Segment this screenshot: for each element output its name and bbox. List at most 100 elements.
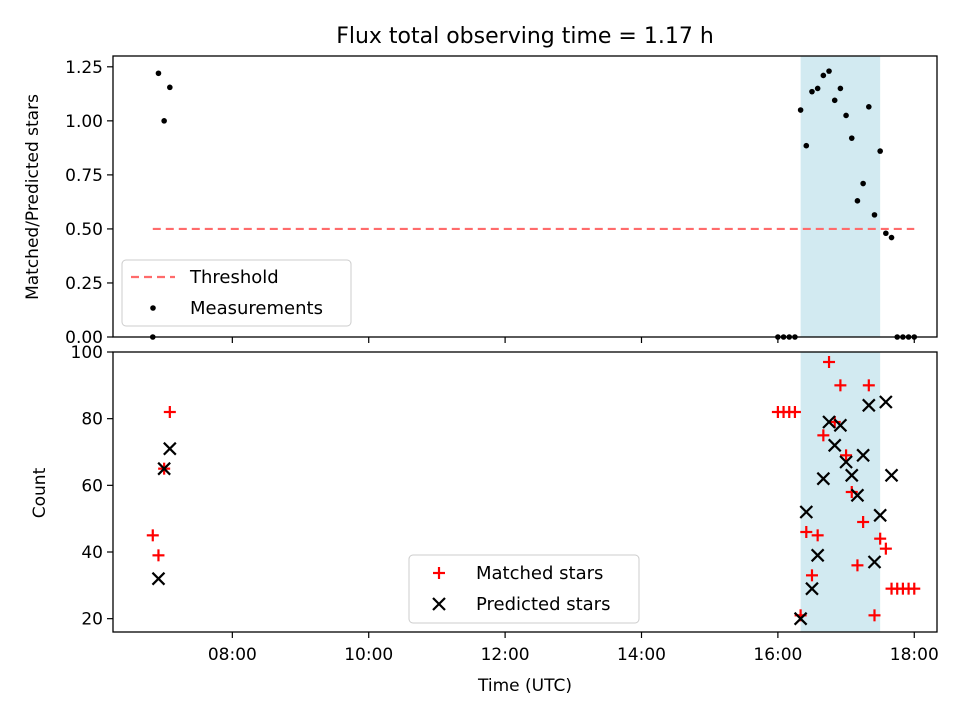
y-tick-label: 100 bbox=[71, 343, 103, 363]
matched-star-point bbox=[163, 406, 176, 418]
y-tick-label: 60 bbox=[81, 476, 103, 496]
x-axis-label: Time (UTC) bbox=[477, 676, 572, 696]
count-y-ticks: 20 40 60 80 100 bbox=[71, 343, 113, 630]
predicted-star-point bbox=[163, 441, 177, 456]
predicted-star-point bbox=[862, 398, 876, 413]
observing-window-band bbox=[800, 56, 881, 337]
threshold-legend-label: Threshold bbox=[189, 267, 279, 288]
matched-star-point bbox=[857, 516, 870, 528]
measurement-point bbox=[809, 88, 815, 95]
measurement-point bbox=[883, 230, 889, 237]
measurement-point bbox=[866, 103, 872, 110]
x-tick-label: 16:00 bbox=[753, 645, 802, 665]
predicted-star-point bbox=[157, 461, 171, 476]
matched-star-point bbox=[146, 529, 159, 542]
x-tick-label: 08:00 bbox=[208, 645, 257, 665]
measurement-point bbox=[161, 118, 167, 124]
count-x-ticks: 08:00 10:00 12:00 14:00 16:00 18:00 bbox=[208, 632, 939, 665]
ratio-panel: 0.00 0.25 0.50 0.75 1.00 1.25 Matched/Predict… bbox=[23, 55, 938, 348]
measurement-points bbox=[149, 68, 918, 340]
ratio-y-ticks: 0.00 0.25 0.50 0.75 1.00 1.25 bbox=[65, 58, 113, 348]
matched-star-point bbox=[800, 526, 813, 538]
predicted-star-point bbox=[856, 448, 870, 463]
count-legend: Matched stars Predicted stars bbox=[408, 554, 640, 624]
matched-star-point bbox=[823, 356, 836, 368]
measurement-point bbox=[854, 198, 861, 204]
predicted-star-point bbox=[884, 468, 899, 483]
matched-star-point bbox=[868, 609, 881, 622]
y-tick-label: 0.00 bbox=[65, 328, 103, 348]
predicted-star-point bbox=[827, 438, 842, 453]
measurement-point bbox=[843, 112, 849, 119]
predicted-star-point bbox=[833, 418, 848, 433]
matched-star-point bbox=[817, 429, 830, 442]
ratio-legend: Threshold Measurements bbox=[121, 259, 352, 327]
predicted-star-point bbox=[867, 555, 882, 569]
count-y-axis-label: Count bbox=[30, 467, 50, 518]
predicted-legend-swatch bbox=[432, 597, 446, 611]
predicted-star-point bbox=[805, 581, 819, 596]
matched-star-point bbox=[845, 486, 858, 498]
matched-star-point bbox=[152, 549, 165, 562]
matched-star-point bbox=[828, 416, 841, 428]
matched-star-point bbox=[851, 559, 864, 572]
count-legend-box bbox=[408, 554, 640, 624]
measurement-point bbox=[814, 85, 821, 92]
predicted-star-point bbox=[873, 508, 887, 523]
matched-star-point bbox=[862, 379, 875, 392]
x-tick-label: 10:00 bbox=[344, 645, 393, 665]
matched-star-point bbox=[879, 542, 892, 555]
measurement-point bbox=[167, 84, 173, 91]
count-panel-frame bbox=[112, 351, 938, 633]
ratio-panel-frame bbox=[112, 55, 938, 338]
predicted-star-point bbox=[822, 415, 836, 429]
x-tick-label: 14:00 bbox=[617, 645, 666, 665]
measurement-point bbox=[797, 107, 804, 113]
measurements-legend-swatch bbox=[150, 305, 156, 311]
predicted-star-point bbox=[839, 455, 853, 469]
predicted-star-point bbox=[844, 468, 859, 483]
predicted-star-point bbox=[850, 488, 865, 503]
predicted-star-point bbox=[151, 571, 166, 586]
measurement-point bbox=[155, 70, 162, 77]
measurement-point bbox=[820, 72, 827, 79]
count-panel: 20 40 60 80 100 08:00 10:00 12:00 14:00 16:00 18:… bbox=[30, 343, 939, 696]
measurement-point bbox=[826, 68, 832, 74]
measurement-point bbox=[871, 212, 878, 218]
measurement-point bbox=[831, 97, 838, 104]
x-tick-label: 18:00 bbox=[890, 645, 939, 665]
matched-star-point bbox=[788, 406, 801, 418]
chart-title: Flux total observing time = 1.17 h bbox=[336, 24, 714, 49]
ratio-x-ticks bbox=[231, 337, 915, 343]
predicted-star-point bbox=[879, 395, 893, 409]
measurement-point bbox=[803, 142, 810, 149]
matched-star-point bbox=[811, 529, 824, 542]
matched-star-point bbox=[805, 569, 818, 582]
y-tick-label: 0.75 bbox=[65, 166, 103, 186]
y-tick-label: 0.50 bbox=[65, 220, 103, 240]
y-tick-label: 40 bbox=[81, 543, 103, 563]
predicted-star-point bbox=[816, 471, 831, 486]
x-tick-label: 12:00 bbox=[481, 645, 530, 665]
count-points bbox=[146, 356, 921, 626]
y-tick-label: 20 bbox=[81, 610, 103, 630]
ratio-y-axis-label: Matched/Predicted stars bbox=[23, 94, 43, 300]
matched-legend-label: Matched stars bbox=[476, 563, 603, 584]
y-tick-label: 0.25 bbox=[65, 274, 103, 294]
measurement-point bbox=[860, 180, 866, 187]
matched-legend-swatch bbox=[433, 567, 445, 579]
matched-star-point bbox=[840, 449, 853, 462]
matched-star-point bbox=[874, 532, 887, 545]
matched-star-point bbox=[908, 582, 921, 595]
predicted-legend-label: Predicted stars bbox=[476, 594, 610, 615]
y-tick-label: 1.25 bbox=[65, 58, 103, 78]
measurement-point bbox=[888, 234, 895, 241]
measurement-point bbox=[848, 135, 855, 141]
y-tick-label: 1.00 bbox=[65, 112, 103, 132]
measurement-point bbox=[837, 85, 844, 92]
y-tick-label: 80 bbox=[81, 410, 103, 430]
measurements-legend-label: Measurements bbox=[190, 298, 323, 319]
measurement-point bbox=[877, 148, 883, 154]
ratio-legend-box bbox=[121, 259, 352, 327]
